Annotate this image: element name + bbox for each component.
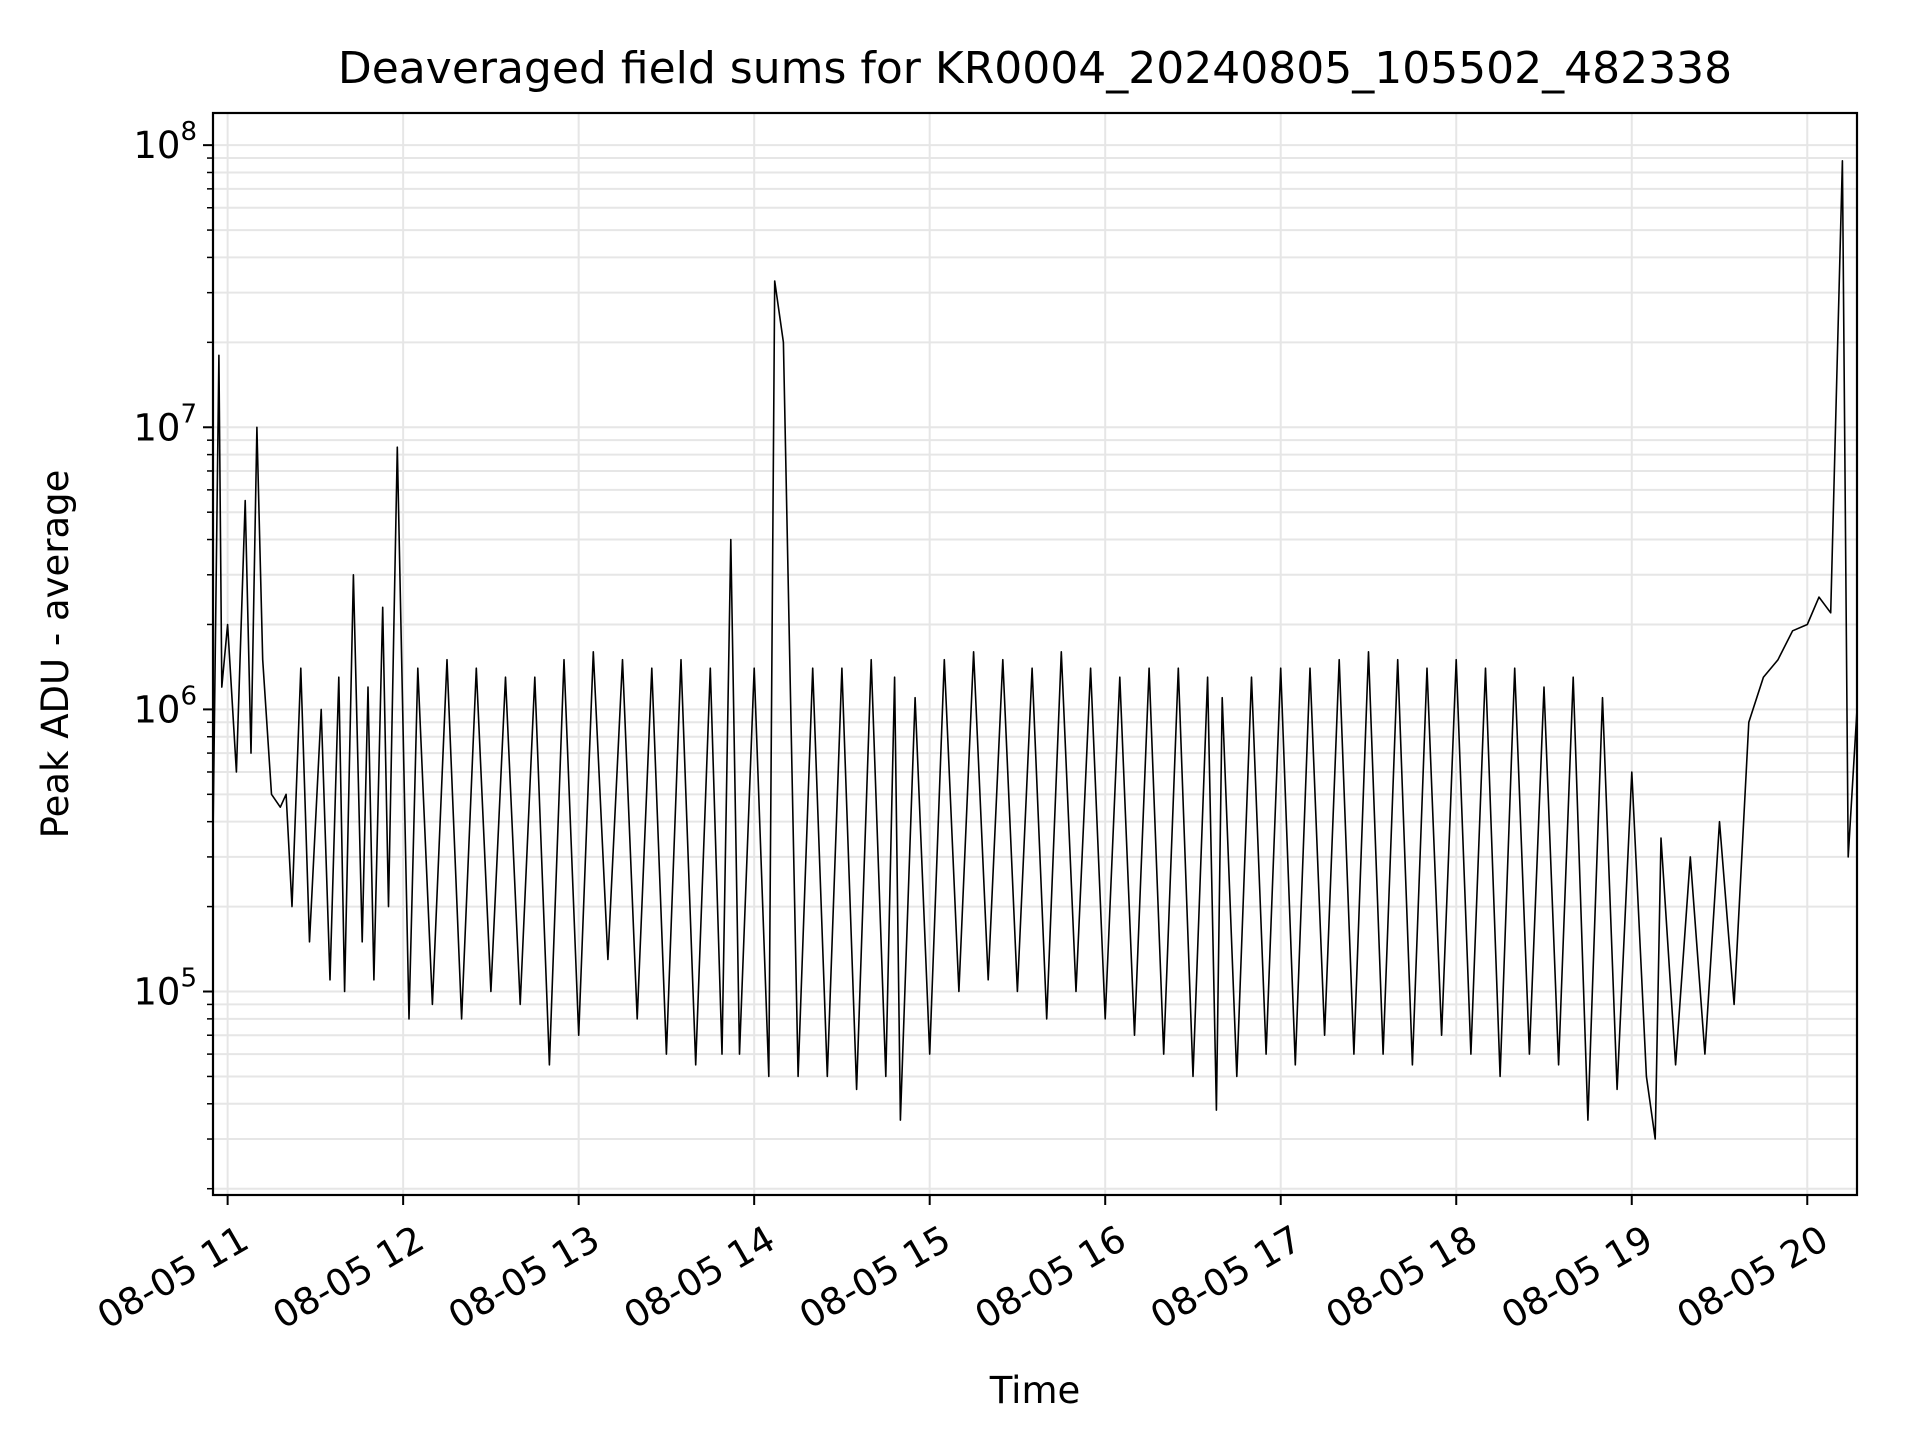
series-layer: [212, 160, 1858, 1140]
x-axis-label: Time: [989, 1369, 1081, 1412]
y-axis-label: Peak ADU - average: [34, 470, 77, 839]
y-tick-label: 106: [133, 681, 197, 731]
series-line: [212, 160, 1858, 1140]
y-tick-label: 105: [133, 964, 197, 1014]
plot-frame: [211, 111, 1859, 1197]
y-tick-label: 108: [133, 117, 197, 167]
y-tick-label: 107: [133, 399, 197, 449]
chart-title: Deaveraged field sums for KR0004_2024080…: [338, 43, 1732, 94]
